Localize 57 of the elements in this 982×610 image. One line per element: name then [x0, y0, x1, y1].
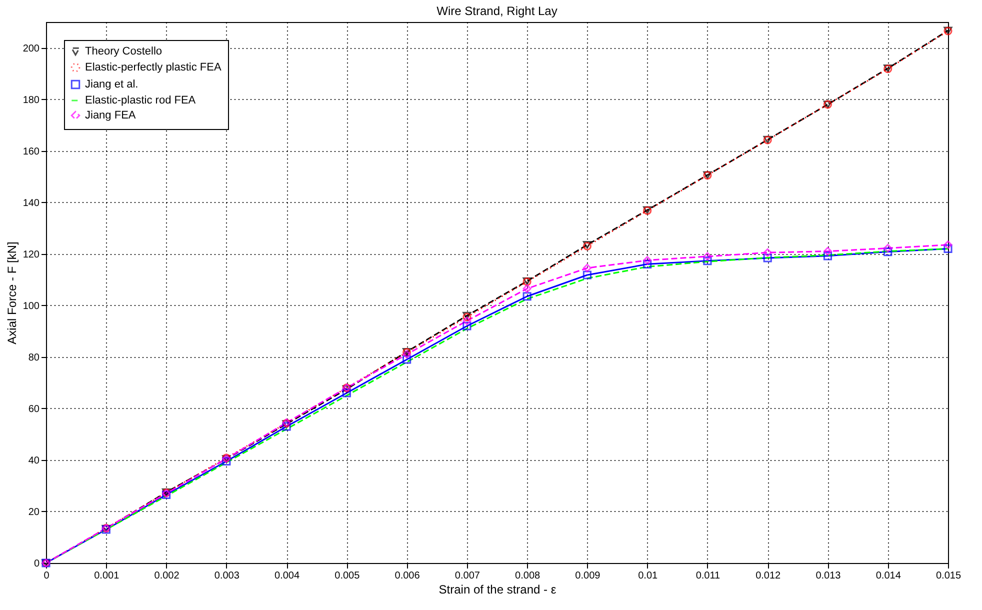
point	[703, 256, 712, 266]
point	[282, 422, 291, 431]
point	[522, 292, 532, 301]
x-tick-label: 0.011	[696, 570, 721, 582]
point	[522, 284, 532, 293]
x-tick-label: 0.014	[876, 570, 902, 582]
point	[823, 252, 832, 260]
chart-title: Wire Strand, Right Lay	[436, 4, 558, 18]
y-tick-label: 180	[22, 94, 40, 106]
y-tick-label: 100	[22, 300, 40, 312]
x-tick-label: 0.013	[816, 570, 842, 582]
point	[643, 256, 652, 265]
point	[823, 246, 832, 256]
legend-label: Jiang et al.	[85, 78, 138, 90]
point	[222, 456, 231, 466]
legend-label: Theory Costello	[85, 46, 162, 58]
y-tick-label: 0	[34, 558, 40, 570]
point	[342, 388, 351, 398]
x-tick-label: 0.012	[756, 570, 782, 582]
point	[582, 264, 592, 272]
point	[643, 260, 652, 268]
x-tick-label: 0.005	[334, 570, 360, 582]
legend-label: Elastic-perfectly plastic FEA	[85, 62, 222, 74]
x-tick-label: 0.008	[515, 570, 541, 582]
y-tick-label: 60	[28, 404, 40, 415]
y-tick-label: 140	[22, 198, 40, 209]
y-tick-label: 20	[28, 506, 40, 518]
x-tick-label: 0.01	[638, 570, 658, 582]
point	[884, 248, 892, 256]
x-tick-label: 0	[44, 570, 50, 582]
x-axis-title: Strain of the strand - ε	[438, 582, 557, 596]
y-tick-label: 40	[28, 455, 40, 466]
y-tick-label: 200	[22, 43, 40, 54]
y-tick-label: 80	[28, 352, 40, 364]
y-tick-label: 120	[22, 249, 40, 260]
point	[884, 244, 892, 252]
x-tick-label: 0.009	[575, 570, 601, 582]
x-tick-label: 0.006	[394, 570, 420, 582]
point	[763, 254, 772, 262]
x-tick-label: 0.002	[154, 570, 180, 582]
x-tick-label: 0.004	[274, 570, 300, 582]
legend-label: Elastic-plastic rod FEA	[85, 94, 196, 106]
x-tick-label: 0.015	[936, 570, 962, 582]
x-tick-label: 0.001	[94, 570, 120, 582]
point	[763, 248, 772, 257]
x-tick-label: 0.003	[214, 570, 240, 582]
y-tick-label: 160	[22, 146, 40, 158]
x-tick-label: 0.007	[454, 570, 480, 582]
point	[462, 316, 472, 326]
point	[944, 244, 952, 253]
point	[462, 322, 472, 330]
point	[402, 355, 412, 364]
point	[944, 240, 952, 250]
legend-label: Jiang FEA	[85, 110, 136, 122]
point	[582, 270, 592, 280]
y-axis-title: Axial Force - F [kN]	[4, 242, 19, 344]
point	[703, 252, 712, 261]
